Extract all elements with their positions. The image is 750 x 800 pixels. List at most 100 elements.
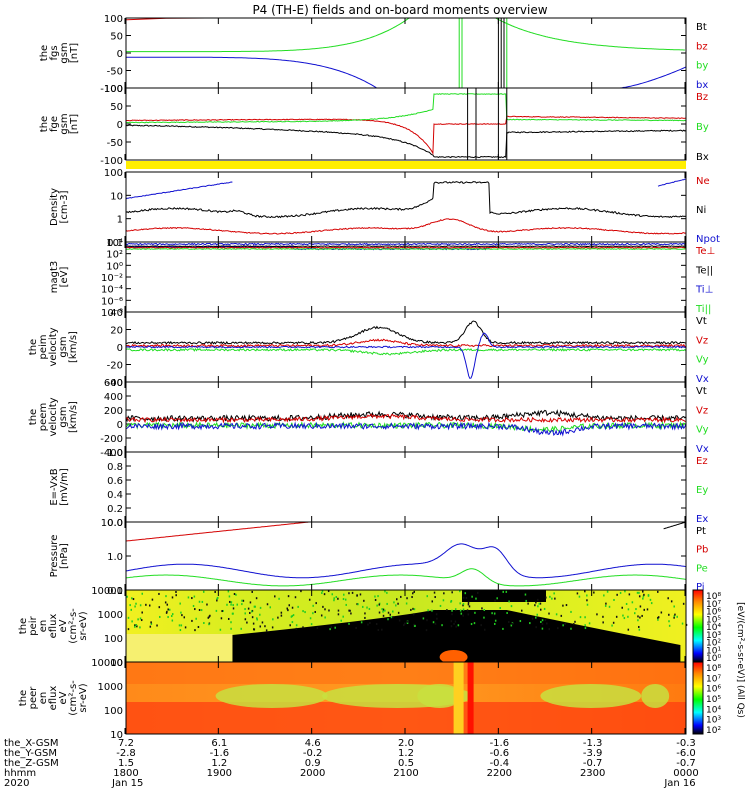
spectrogram-pixel: [232, 604, 234, 607]
y-axis-label: Pressure: [49, 535, 60, 578]
spectrogram-pixel: [375, 622, 378, 625]
ephemeris-value: 1.5: [118, 758, 134, 769]
y-axis-label: the: [39, 45, 50, 61]
spectrogram-pixel: [588, 622, 591, 625]
spectrogram-pixel: [337, 613, 340, 616]
spectrogram-pixel: [202, 590, 205, 593]
spectrogram-pixel: [139, 626, 141, 629]
spectrogram-pixel: [586, 599, 588, 602]
spectrogram-pixel: [230, 601, 233, 604]
spectrogram-pixel: [241, 603, 243, 606]
spectrogram-pixel: [264, 625, 266, 628]
spectrogram-pixel: [493, 612, 496, 615]
spectrogram-pixel: [253, 628, 256, 631]
spectrogram-pixel: [167, 608, 169, 611]
spectrogram-pixel: [459, 590, 461, 593]
spectrogram-pixel: [548, 628, 551, 631]
y-tick-label: 1.0: [107, 552, 123, 563]
spectrogram-pixel: [297, 605, 299, 608]
spectrogram-pixel: [368, 607, 371, 610]
spectrogram-pixel: [462, 614, 464, 617]
ephemeris-row-label: the_Z-GSM: [4, 758, 59, 769]
spectrogram-pixel: [150, 622, 153, 625]
spectrogram-pixel: [543, 607, 546, 610]
spectrogram-pixel: [499, 607, 501, 610]
spectrogram-pixel: [454, 620, 457, 623]
spectrogram-pixel: [604, 604, 607, 607]
spectrogram-pixel: [555, 613, 558, 616]
ephemeris-value: -0.4: [490, 758, 510, 769]
spectrogram-pixel: [439, 604, 442, 607]
panel-frame: [125, 17, 687, 89]
spectrogram-pixel: [253, 605, 256, 608]
legend-entry: Te⊥: [695, 246, 715, 257]
y-axis-label: en: [38, 620, 49, 633]
spectrogram-pixel: [637, 615, 639, 618]
colorbar-tick-label: 10⁴: [706, 705, 721, 715]
spectrogram-pixel: [551, 597, 553, 600]
spectrogram-pixel: [149, 625, 152, 628]
spectrogram-pixel: [179, 629, 182, 632]
spectrogram-pixel: [271, 626, 274, 629]
y-axis-label: peer: [28, 686, 39, 710]
spectrogram-pixel: [386, 602, 388, 605]
spectrogram-pixel: [525, 599, 527, 602]
series-vt: [125, 409, 687, 423]
y-axis-label: [nT]: [69, 114, 80, 134]
spectrogram-pixel: [578, 595, 581, 598]
y-tick-label: 0.8: [107, 462, 123, 473]
spectrogram-pixel: [413, 608, 416, 611]
spectrogram-pixel: [382, 614, 385, 617]
legend-entry: By: [696, 122, 709, 133]
spectrogram-pixel: [460, 612, 463, 615]
spectrogram-pixel: [246, 621, 248, 624]
spectrogram-pixel: [344, 598, 347, 601]
spectrogram-pixel: [129, 604, 131, 607]
spectrogram-pixel: [382, 608, 385, 611]
spectrogram-pixel: [266, 603, 269, 606]
series-bx: [618, 66, 687, 89]
spectrogram-pixel: [356, 594, 358, 597]
spectrogram-pixel: [269, 606, 272, 609]
series-vt: [125, 320, 687, 345]
spectrogram-pixel: [491, 612, 493, 615]
spectrogram-pixel: [459, 602, 461, 605]
spectrogram-pixel: [331, 593, 334, 596]
y-tick-label: 200: [104, 406, 123, 417]
legend-entry: Bt: [696, 22, 707, 33]
legend-entry: Ex: [696, 514, 708, 525]
spectrogram-pixel: [628, 593, 631, 596]
spectrogram-pixel: [392, 610, 394, 613]
spectrogram-pixel: [403, 624, 405, 627]
y-tick-label: 100: [104, 84, 123, 95]
spectrogram-pixel: [494, 619, 497, 622]
spectrogram-pixel: [681, 622, 684, 625]
spectrogram-pixel: [366, 606, 368, 609]
spectrogram-pixel: [254, 605, 256, 608]
spectrogram-pixel: [455, 625, 457, 628]
ephemeris-value: 6.1: [211, 738, 227, 749]
legend-entry: Pb: [696, 545, 708, 556]
spectrogram-pixel: [637, 619, 639, 622]
y-axis-label: gsm: [59, 42, 70, 63]
spectrogram-pixel: [398, 619, 401, 622]
y-tick-label: 20: [110, 326, 123, 337]
spectrogram-pixel: [667, 597, 669, 600]
spectrogram-pixel: [462, 603, 465, 606]
series-ti-par-green: [125, 248, 687, 250]
series-npot: [125, 181, 233, 200]
y-axis-label: gsm: [58, 406, 69, 427]
spectrogram-pixel: [348, 622, 350, 625]
spectrogram-pixel: [374, 595, 376, 598]
legend-entry: Ne: [696, 176, 710, 187]
spectrogram-pixel: [236, 603, 239, 606]
spectrogram-pixel: [481, 607, 483, 610]
spectrogram-pixel: [596, 613, 598, 616]
y-axis-label: [nT]: [69, 43, 80, 63]
spectrogram-pixel: [244, 618, 247, 621]
spectrogram-pixel: [374, 598, 377, 601]
y-tick-label: 10²: [106, 250, 123, 261]
ephemeris-value: 4.6: [305, 738, 321, 749]
y-axis-label: [km/s]: [68, 401, 79, 433]
spectrogram-pixel: [171, 613, 174, 616]
